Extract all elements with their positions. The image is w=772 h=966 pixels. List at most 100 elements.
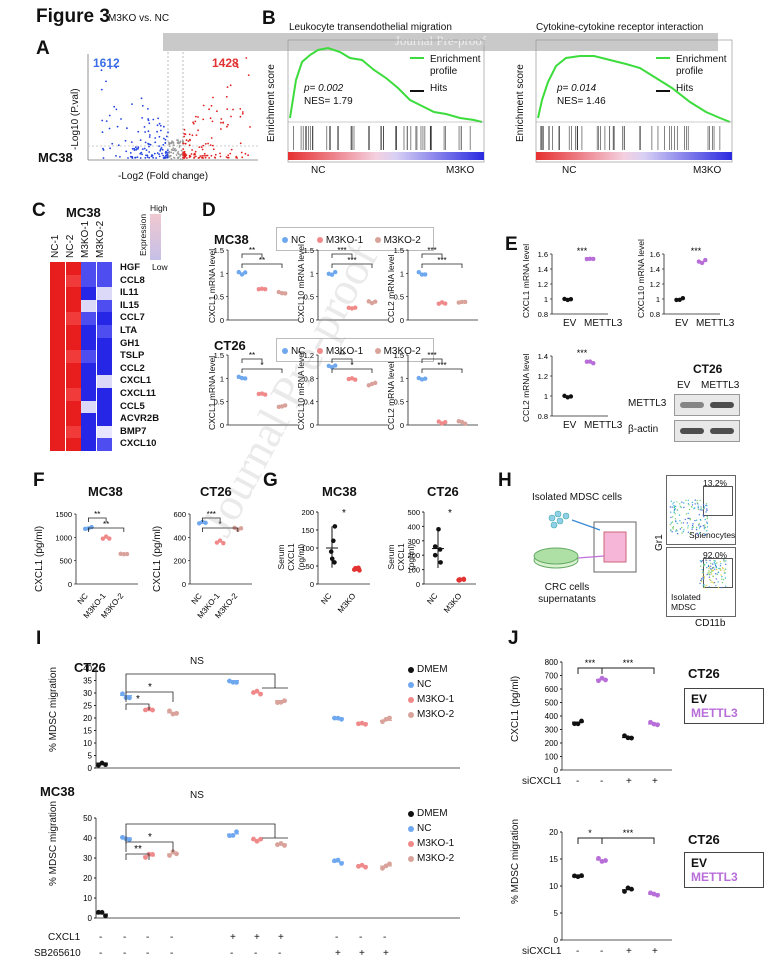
data-point [353,377,358,382]
volcano-point [236,157,239,159]
volcano-point [179,154,182,156]
significance-stars: ** [249,246,255,255]
i-sign-cxcl1: - [170,932,174,943]
data-point [625,885,631,891]
volcano-point [170,151,173,154]
data-point [230,832,236,838]
j-ylabel-bottom: % MDSC migration [510,818,521,904]
volcano-point [202,157,205,159]
data-point [456,578,462,583]
volcano-point [146,156,149,159]
data-point [699,260,705,266]
volcano-point [178,142,180,145]
heatmap-col-1: NC-2 [65,234,76,258]
volcano-point [165,150,167,153]
g-stars: * [342,508,346,519]
volcano-point [131,155,134,158]
heatmap-scale-title: Expression [138,213,148,256]
volcano-point [189,139,192,142]
data-point [332,560,337,565]
volcano-point [147,118,150,120]
heatmap-cell [81,287,96,300]
volcano-point [203,154,205,157]
volcano-point [125,150,128,153]
volcano-point [212,96,214,99]
g-cell-1: CT26 [427,484,459,499]
j-sign: - [576,776,580,787]
volcano-point [208,157,211,159]
volcano-point [131,103,133,105]
heatmap-cell [96,325,112,338]
j-sign: + [652,776,658,787]
data-point [227,678,232,684]
data-point [591,256,596,262]
volcano-point [182,141,184,144]
volcano-point [179,158,182,161]
data-point [436,526,441,532]
volcano-point [148,151,151,153]
volcano-point [214,156,217,159]
i-sign-cxcl1: - [99,932,103,943]
volcano-point [179,155,182,157]
volcano-point [182,142,185,145]
significance-stars: ** [249,351,255,360]
y-tick-label: 0 [310,421,314,430]
volcano-point [157,117,160,120]
heatmap-gene-label: CCL7 [120,312,145,324]
y-tick-label: 0 [220,316,224,325]
data-point [459,419,465,425]
heatmap-cell [50,413,65,426]
data-point [356,721,361,727]
volcano-point [151,154,154,157]
volcano-point [245,57,248,59]
volcano-point [180,149,183,152]
volcano-point [141,104,144,107]
data-point [275,842,280,848]
y-tick-label: 0 [88,764,93,773]
volcano-point [135,148,138,151]
volcano-point [169,142,172,145]
volcano-point [183,157,186,159]
data-point [603,858,608,863]
volcano-point [102,149,105,151]
volcano-point [182,156,185,159]
volcano-point [172,144,175,146]
gsea-right-ylabel: Enrichment score [515,64,526,142]
volcano-point [188,154,191,157]
volcano-point [119,156,121,158]
j-legend-top: EV METTL3 [684,688,764,724]
volcano-point [177,156,179,159]
data-point [167,853,172,858]
volcano-point [198,156,201,159]
volcano-point [155,157,158,159]
i-sign-cxcl1: - [146,932,150,943]
h-gr1-label: Gr1 [654,534,665,551]
data-point [568,394,574,399]
volcano-point [166,156,169,159]
volcano-point [202,144,205,147]
heatmap-cell [50,337,65,351]
j-cell-bottom: CT26 [688,832,720,847]
volcano-point [183,133,186,135]
data-point [655,892,660,898]
e-stars-2: *** [577,348,588,358]
volcano-point [183,156,186,159]
volcano-point [239,108,242,110]
data-point [457,577,463,582]
data-point [572,721,577,727]
y-tick-label: 5 [554,909,559,918]
data-point [333,363,338,368]
volcano-point [201,156,204,159]
volcano-point [161,148,164,151]
heatmap-cell [65,388,81,401]
volcano-point [158,122,161,125]
y-tick-label: 1 [220,374,224,383]
data-point [339,860,344,866]
volcano-point [204,156,207,159]
y-tick-label: 1 [400,374,404,383]
volcano-point [147,119,150,122]
volcano-point [134,156,137,159]
heatmap-cell [50,375,65,388]
data-point [437,547,443,552]
